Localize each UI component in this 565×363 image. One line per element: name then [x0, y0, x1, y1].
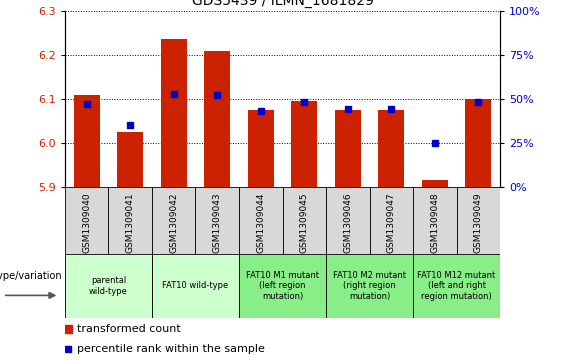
Bar	[108, 187, 152, 254]
Text: GSM1309046: GSM1309046	[344, 192, 352, 253]
Bar	[195, 187, 239, 254]
Bar	[291, 101, 318, 187]
Bar	[160, 40, 187, 187]
Title: GDS5439 / ILMN_1681829: GDS5439 / ILMN_1681829	[192, 0, 373, 8]
Bar	[465, 99, 492, 187]
Text: transformed count: transformed count	[77, 325, 181, 334]
Bar	[239, 187, 282, 254]
Bar	[152, 254, 239, 318]
Bar	[247, 110, 274, 187]
Text: parental
wild-type: parental wild-type	[89, 276, 128, 295]
Text: GSM1309042: GSM1309042	[170, 192, 178, 253]
Bar	[421, 180, 448, 187]
Bar	[117, 132, 144, 187]
Text: FAT10 wild-type: FAT10 wild-type	[162, 281, 229, 290]
Text: FAT10 M12 mutant
(left and right
region mutation): FAT10 M12 mutant (left and right region …	[418, 271, 496, 301]
Text: GSM1309045: GSM1309045	[300, 192, 308, 253]
Text: GSM1309047: GSM1309047	[387, 192, 396, 253]
Bar	[326, 254, 413, 318]
Bar	[204, 50, 231, 187]
Text: GSM1309049: GSM1309049	[474, 192, 483, 253]
Text: FAT10 M1 mutant
(left region
mutation): FAT10 M1 mutant (left region mutation)	[246, 271, 319, 301]
Bar	[282, 187, 326, 254]
Text: GSM1309048: GSM1309048	[431, 192, 439, 253]
Text: GSM1309041: GSM1309041	[126, 192, 134, 253]
Bar	[239, 254, 326, 318]
Bar	[378, 110, 405, 187]
Bar	[65, 187, 108, 254]
Bar	[65, 254, 152, 318]
Bar	[370, 187, 413, 254]
Text: genotype/variation: genotype/variation	[0, 271, 62, 281]
Bar	[334, 110, 361, 187]
Text: percentile rank within the sample: percentile rank within the sample	[77, 344, 265, 354]
Bar	[457, 187, 500, 254]
Bar	[152, 187, 195, 254]
Text: GSM1309040: GSM1309040	[82, 192, 91, 253]
Text: FAT10 M2 mutant
(right region
mutation): FAT10 M2 mutant (right region mutation)	[333, 271, 406, 301]
Text: GSM1309044: GSM1309044	[257, 192, 265, 253]
Bar	[413, 254, 500, 318]
Bar	[413, 187, 457, 254]
Text: GSM1309043: GSM1309043	[213, 192, 221, 253]
Bar	[326, 187, 370, 254]
Bar	[73, 94, 100, 187]
